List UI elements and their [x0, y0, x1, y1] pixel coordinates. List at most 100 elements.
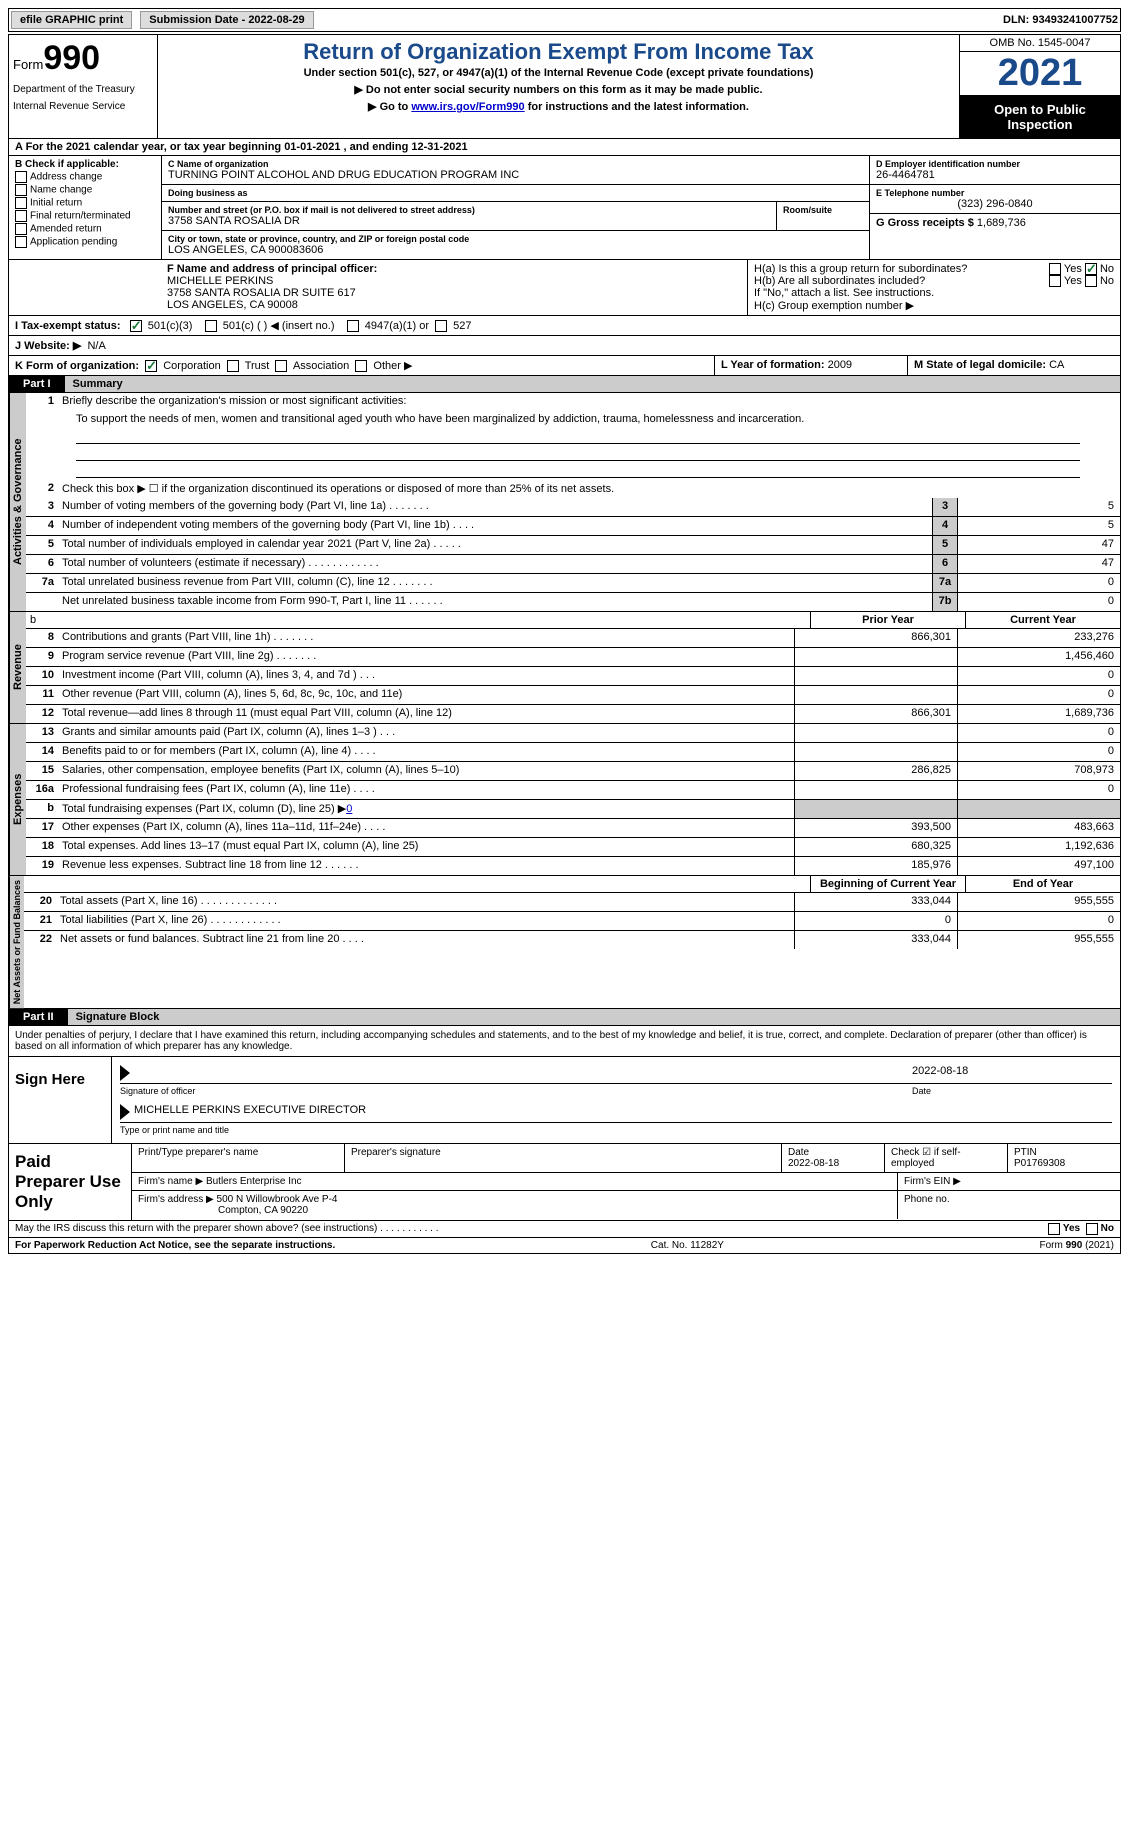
officer-label: F Name and address of principal officer: [167, 263, 741, 275]
phone-value: (323) 296-0840 [876, 198, 1114, 210]
side-governance: Activities & Governance [9, 393, 26, 611]
discuss-no[interactable] [1086, 1223, 1098, 1235]
city-label: City or town, state or province, country… [168, 234, 863, 244]
officer-name-title: MICHELLE PERKINS EXECUTIVE DIRECTOR [134, 1104, 366, 1120]
summary-row: 20Total assets (Part X, line 16) . . . .… [24, 893, 1120, 912]
paperwork-row: For Paperwork Reduction Act Notice, see … [8, 1238, 1121, 1254]
line-a-tax-year: A For the 2021 calendar year, or tax yea… [8, 139, 1121, 156]
gross-value: 1,689,736 [977, 217, 1026, 229]
website-row: J Website: ▶ N/A [8, 336, 1121, 356]
officer-street: 3758 SANTA ROSALIA DR SUITE 617 [167, 287, 741, 299]
check-b-label: B Check if applicable: [15, 159, 155, 170]
ein-value: 26-4464781 [876, 169, 1114, 181]
side-netassets: Net Assets or Fund Balances [9, 876, 24, 1008]
ssn-note: ▶ Do not enter social security numbers o… [168, 83, 949, 96]
dln: DLN: 93493241007752 [1003, 14, 1118, 26]
date-label: Date [912, 1086, 1112, 1096]
prep-sig-label: Preparer's signature [351, 1147, 775, 1158]
chk-name-change[interactable] [15, 184, 27, 196]
firm-addr-label: Firm's address ▶ [138, 1194, 214, 1205]
chk-corp[interactable] [145, 360, 157, 372]
part2-title: Signature Block [68, 1009, 168, 1025]
mission-text: To support the needs of men, women and t… [26, 411, 1120, 427]
summary-row: 11Other revenue (Part VIII, column (A), … [26, 686, 1120, 705]
goto-pre: ▶ Go to [368, 101, 411, 113]
form-number: 990 [43, 39, 100, 77]
firm-name-label: Firm's name ▶ [138, 1176, 203, 1187]
officer-city: LOS ANGELES, CA 90008 [167, 299, 741, 311]
summary-row: Net unrelated business taxable income fr… [26, 593, 1120, 611]
sig-officer-label: Signature of officer [120, 1086, 912, 1096]
hb-no[interactable] [1085, 275, 1097, 287]
summary-row: 22Net assets or fund balances. Subtract … [24, 931, 1120, 949]
chk-assoc[interactable] [275, 360, 287, 372]
form-header: Form990 Department of the Treasury Inter… [8, 34, 1121, 139]
summary-governance: Activities & Governance 1 Briefly descri… [8, 393, 1121, 612]
efile-print-button[interactable]: efile GRAPHIC print [11, 11, 132, 29]
ha-no[interactable] [1085, 263, 1097, 275]
summary-row: 8Contributions and grants (Part VIII, li… [26, 629, 1120, 648]
j-label: J Website: ▶ [15, 340, 81, 352]
summary-row: 21Total liabilities (Part X, line 26) . … [24, 912, 1120, 931]
discuss-text: May the IRS discuss this return with the… [15, 1223, 439, 1235]
summary-row: 13Grants and similar amounts paid (Part … [26, 724, 1120, 743]
end-year-header: End of Year [965, 876, 1120, 892]
form990-link[interactable]: www.irs.gov/Form990 [411, 101, 524, 113]
summary-row: 16aProfessional fundraising fees (Part I… [26, 781, 1120, 800]
paperwork-notice: For Paperwork Reduction Act Notice, see … [15, 1240, 335, 1251]
chk-trust[interactable] [227, 360, 239, 372]
ptin-value: P01769308 [1014, 1158, 1114, 1169]
city-value: LOS ANGELES, CA 900083606 [168, 244, 863, 256]
chk-4947[interactable] [347, 320, 359, 332]
tax-status-row: I Tax-exempt status: 501(c)(3) 501(c) ( … [8, 316, 1121, 336]
form-label: Form [13, 57, 43, 72]
hb-note: If "No," attach a list. See instructions… [754, 287, 1114, 299]
discuss-yes[interactable] [1048, 1223, 1060, 1235]
chk-initial-return[interactable] [15, 197, 27, 209]
summary-expenses: Expenses 13Grants and similar amounts pa… [8, 724, 1121, 876]
ptin-label: PTIN [1014, 1147, 1114, 1158]
officer-block: F Name and address of principal officer:… [8, 260, 1121, 316]
chk-501c3[interactable] [130, 320, 142, 332]
paid-preparer-label: Paid Preparer Use Only [9, 1144, 132, 1220]
arrow-icon [120, 1104, 130, 1120]
state-domicile: CA [1049, 359, 1064, 371]
hb-label: H(b) Are all subordinates included? [754, 275, 1049, 287]
self-employed: Check ☑ if self-employed [885, 1144, 1008, 1172]
tax-year: 2021 [960, 52, 1120, 96]
summary-row: 12Total revenue—add lines 8 through 11 (… [26, 705, 1120, 723]
room-label: Room/suite [783, 205, 863, 215]
prior-year-header: Prior Year [810, 612, 965, 628]
chk-amended-return[interactable] [15, 223, 27, 235]
summary-row: 18Total expenses. Add lines 13–17 (must … [26, 838, 1120, 857]
part1-bar: Part I Summary [8, 376, 1121, 393]
sign-here-label: Sign Here [9, 1057, 112, 1143]
top-bar: efile GRAPHIC print Submission Date - 20… [8, 8, 1121, 32]
chk-527[interactable] [435, 320, 447, 332]
treasury-dept: Department of the Treasury [13, 84, 153, 95]
ha-yes[interactable] [1049, 263, 1061, 275]
form-footer: Form 990 (2021) [1040, 1240, 1115, 1251]
discuss-row: May the IRS discuss this return with the… [8, 1221, 1121, 1238]
goto-post: for instructions and the latest informat… [525, 101, 749, 113]
current-year-header: Current Year [965, 612, 1120, 628]
chk-final-return[interactable] [15, 210, 27, 222]
summary-row: 5Total number of individuals employed in… [26, 536, 1120, 555]
signature-block: Under penalties of perjury, I declare th… [8, 1026, 1121, 1144]
part2-bar: Part II Signature Block [8, 1009, 1121, 1026]
gross-label: G Gross receipts $ [876, 217, 974, 229]
chk-application-pending[interactable] [15, 236, 27, 248]
chk-501c[interactable] [205, 320, 217, 332]
q2-label: Check this box ▶ ☐ if the organization d… [58, 480, 1120, 498]
q1-label: Briefly describe the organization's miss… [58, 393, 1120, 411]
form-org-row: K Form of organization: Corporation Trus… [8, 356, 1121, 376]
name-title-label: Type or print name and title [120, 1125, 1112, 1135]
side-revenue: Revenue [9, 612, 26, 723]
chk-address-change[interactable] [15, 171, 27, 183]
hb-yes[interactable] [1049, 275, 1061, 287]
info-block: B Check if applicable: Address change Na… [8, 156, 1121, 260]
preparer-block: Paid Preparer Use Only Print/Type prepar… [8, 1144, 1121, 1221]
chk-other[interactable] [355, 360, 367, 372]
summary-row: 4Number of independent voting members of… [26, 517, 1120, 536]
summary-row: 15Salaries, other compensation, employee… [26, 762, 1120, 781]
